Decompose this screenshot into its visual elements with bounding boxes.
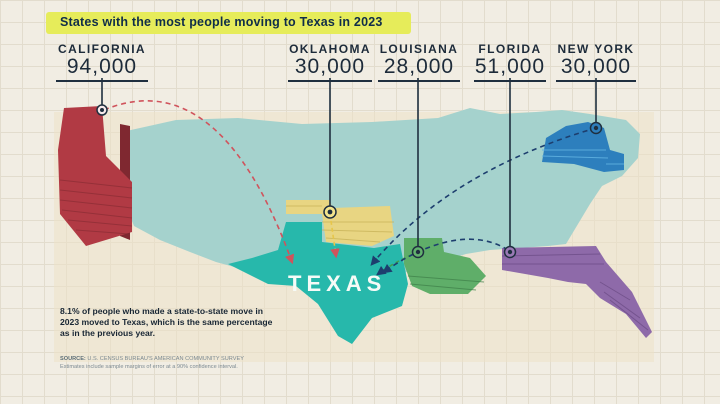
migration-note: 8.1% of people who made a state-to-state… bbox=[60, 306, 273, 338]
california-count: 94,000 bbox=[66, 55, 138, 78]
new-york-count: 30,000 bbox=[560, 55, 632, 78]
new-york-label: NEW YORK bbox=[557, 42, 635, 56]
infographic-title: States with the most people moving to Te… bbox=[60, 15, 383, 29]
louisiana-label: LOUISIANA bbox=[379, 42, 459, 56]
louisiana-callout: LOUISIANA 28,000 bbox=[378, 42, 460, 82]
source-credit: SOURCE: U.S. CENSUS BUREAU'S AMERICAN CO… bbox=[60, 356, 244, 371]
source-text: U.S. CENSUS BUREAU'S AMERICAN COMMUNITY … bbox=[87, 356, 244, 362]
new-york-extrusion bbox=[541, 122, 624, 172]
california-to-texas-arrow bbox=[103, 100, 295, 265]
florida-count: 51,000 bbox=[474, 55, 546, 78]
florida-label: FLORIDA bbox=[478, 42, 542, 56]
new-york-rule bbox=[556, 80, 636, 82]
florida-to-texas-arrow bbox=[382, 238, 509, 274]
louisiana-count: 28,000 bbox=[383, 55, 455, 78]
oklahoma-rule bbox=[288, 80, 372, 82]
source-label: SOURCE: bbox=[60, 356, 86, 362]
florida-extrusion bbox=[501, 246, 652, 338]
texas-label: TEXAS bbox=[288, 271, 387, 296]
new-york-callout: NEW YORK 30,000 bbox=[556, 42, 636, 82]
texas-shape bbox=[228, 222, 408, 344]
louisiana-rule bbox=[378, 80, 460, 82]
origin-markers bbox=[96, 104, 603, 259]
oklahoma-callout: OKLAHOMA 30,000 bbox=[288, 42, 372, 82]
oklahoma-to-texas-arrow bbox=[329, 213, 340, 259]
oklahoma-extrusion bbox=[286, 200, 394, 246]
oklahoma-label: OKLAHOMA bbox=[289, 42, 371, 56]
florida-rule bbox=[474, 80, 546, 82]
florida-callout: FLORIDA 51,000 bbox=[474, 42, 546, 82]
california-label: CALIFORNIA bbox=[58, 42, 146, 56]
oklahoma-count: 30,000 bbox=[294, 55, 366, 78]
california-extrusion bbox=[58, 106, 133, 246]
new-york-to-texas-arrow bbox=[370, 127, 597, 266]
louisiana-extrusion bbox=[404, 238, 486, 294]
title-highlight bbox=[46, 12, 411, 34]
california-callout: CALIFORNIA 94,000 bbox=[56, 42, 148, 82]
california-rule bbox=[56, 80, 148, 82]
source-footnote: Estimates include sample margins of erro… bbox=[60, 363, 238, 370]
